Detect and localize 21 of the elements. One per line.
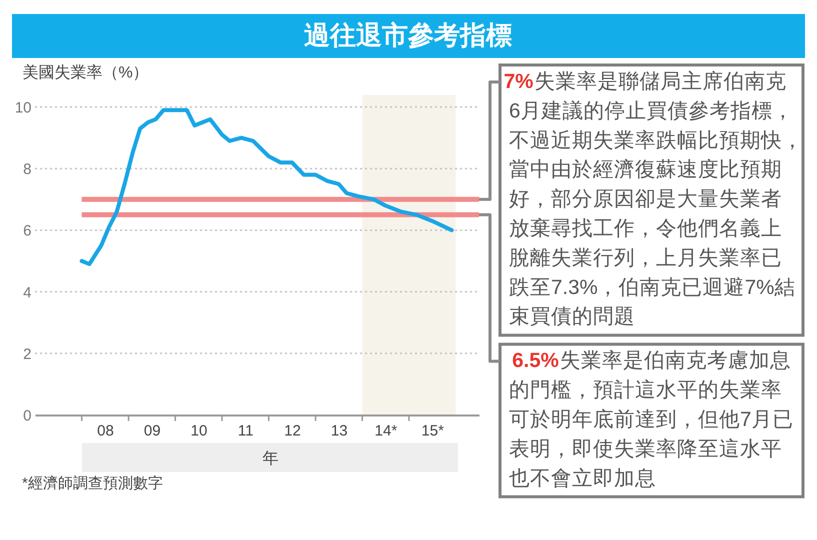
x-tick-label: 12 bbox=[284, 422, 301, 440]
x-tick-label: 10 bbox=[190, 422, 208, 440]
y-tick-label: 4 bbox=[23, 284, 32, 302]
y-tick-label: 10 bbox=[14, 100, 32, 116]
y-tick-label: 2 bbox=[23, 346, 32, 363]
y-tick-label: 0 bbox=[23, 408, 32, 424]
x-tick-label: 08 bbox=[97, 422, 114, 440]
text: *經濟師調查預測數字 bbox=[22, 475, 163, 492]
x-tick-label: 11 bbox=[238, 422, 254, 440]
x-axis-title: 年 bbox=[262, 450, 278, 468]
x-tick-label: 14* bbox=[374, 422, 398, 440]
x-tick-label: 13 bbox=[330, 422, 348, 440]
ref-line-label: 6.5%失業率是伯南克考慮加息的門檻，預計這水平的失業率可於明年底前達到，但他7月已表明，即使失業率降至這水平也不會立即加息 bbox=[509, 349, 794, 490]
chart-title: 過往退市參考指標 bbox=[304, 20, 512, 50]
y-tick-label: 8 bbox=[23, 161, 32, 178]
text: 7%失業率是聯儲局主席伯南克6月建議的停止買債參考指標，不過近期失業率跌幅比預期快，當中由於經濟復蘇速度比預期好，部分原因卻是大量失業者放棄尋找工作，令他們名義上脫離失業行列，上月失業率已跌至7.3%，伯南克已迴避7%結束買債的問題 bbox=[504, 70, 803, 328]
x-tick-label: 09 bbox=[144, 422, 161, 440]
y-axis-title: 美國失業率（%） bbox=[22, 64, 149, 82]
y-tick-label: 6 bbox=[23, 222, 32, 240]
line-series bbox=[80, 108, 454, 266]
x-tick-label: 15* bbox=[421, 422, 444, 440]
